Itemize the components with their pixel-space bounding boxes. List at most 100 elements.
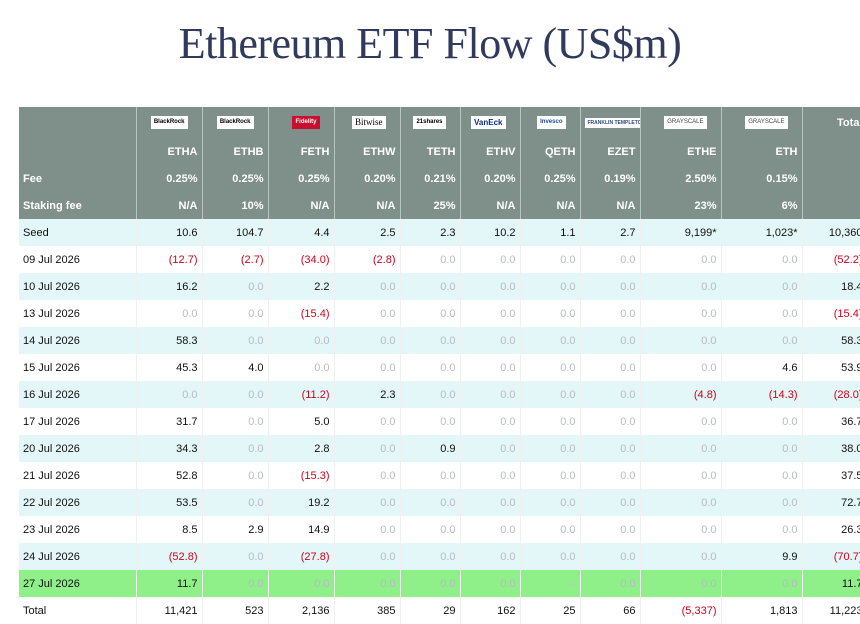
flow-cell: 0.0 (400, 516, 461, 543)
flow-cell: 0.0 (268, 354, 335, 381)
flow-cell: 0.0 (334, 543, 401, 570)
staking-fee-cell: N/A (268, 192, 335, 219)
flow-cell: 0.0 (202, 273, 269, 300)
logo-cell: Fidelity (268, 107, 335, 138)
flow-cell: 0.0 (721, 246, 803, 273)
flow-cell: 0.0 (400, 327, 461, 354)
flow-cell: 0.0 (460, 516, 521, 543)
flow-cell: 0.0 (202, 327, 269, 354)
table-row: 15 Jul 2026 45.3 4.0 0.0 0.0 0.0 0.0 0.0 0.0 0.0 4… (19, 354, 860, 381)
flow-cell: 0.0 (202, 462, 269, 489)
flow-cell: 0.0 (580, 462, 641, 489)
flow-cell: 0.0 (520, 489, 581, 516)
flow-cell: 0.0 (460, 543, 521, 570)
logo-cell: BlackRock (136, 107, 203, 138)
fee-cell: 0.21% (400, 165, 461, 192)
table-row: Seed 10.6 104.7 4.4 2.5 2.3 10.2 1.1 2.7 9,199* 1,… (19, 219, 860, 246)
flow-cell: (2.7) (202, 246, 269, 273)
table-row: 24 Jul 2026 (52.8) 0.0 (27.8) 0.0 0.0 0.0 0.0 0.… (19, 543, 860, 570)
issuer-logo: FRANKLIN TEMPLETON (584, 117, 639, 128)
flow-cell: 2.2 (268, 273, 335, 300)
flow-cell: 0.0 (721, 516, 803, 543)
flow-cell: 0.0 (460, 381, 521, 408)
flow-cell: 0.0 (721, 462, 803, 489)
flow-cell: 2.9 (202, 516, 269, 543)
flow-cell: 0.0 (400, 381, 461, 408)
flow-cell: 0.0 (640, 516, 722, 543)
flow-cell: 0.0 (460, 489, 521, 516)
flow-cell: 523 (202, 597, 269, 624)
fee-cell: 0.25% (268, 165, 335, 192)
ticker-header: TETH (400, 138, 461, 165)
date-cell: 27 Jul 2026 (19, 570, 137, 597)
flow-cell: 1,813 (721, 597, 803, 624)
flow-cell: 0.0 (334, 489, 401, 516)
flow-cell: 0.0 (400, 543, 461, 570)
logo-row: BlackRock BlackRock Fidelity Bitwise 21share… (19, 107, 860, 138)
flow-cell: 0.0 (520, 327, 581, 354)
row-total-cell: 36.7 (802, 408, 860, 435)
date-cell: 15 Jul 2026 (19, 354, 137, 381)
flow-cell: 0.0 (400, 408, 461, 435)
flow-cell: 0.0 (334, 435, 401, 462)
row-total-cell: 10,360 (802, 219, 860, 246)
flow-cell: 9.9 (721, 543, 803, 570)
flow-cell: 0.0 (334, 273, 401, 300)
flow-cell: 2.3 (400, 219, 461, 246)
issuer-logo: BlackRock (216, 116, 254, 129)
staking-total-cell (802, 192, 860, 219)
row-total-cell: (52.2) (802, 246, 860, 273)
date-cell: 14 Jul 2026 (19, 327, 137, 354)
flow-cell: 0.0 (721, 489, 803, 516)
logo-cell: Bitwise (334, 107, 401, 138)
issuer-logo: BlackRock (150, 116, 188, 129)
issuer-logo: Bitwise (351, 116, 386, 129)
flow-cell: 0.0 (640, 408, 722, 435)
flow-cell: 16.2 (136, 273, 203, 300)
flow-cell: (5,337) (640, 597, 722, 624)
flow-cell: 0.0 (268, 570, 335, 597)
flow-cell: 0.0 (640, 273, 722, 300)
flow-cell: 34.3 (136, 435, 203, 462)
flow-cell: 0.0 (520, 381, 581, 408)
flow-cell: 0.0 (520, 462, 581, 489)
date-cell: 09 Jul 2026 (19, 246, 137, 273)
flow-cell: 0.0 (640, 300, 722, 327)
flow-cell: 14.9 (268, 516, 335, 543)
flow-cell: 2,136 (268, 597, 335, 624)
flow-cell: 45.3 (136, 354, 203, 381)
row-total-cell: 72.7 (802, 489, 860, 516)
fee-cell: 0.25% (136, 165, 203, 192)
flow-cell: (34.0) (268, 246, 335, 273)
staking-fee-label: Staking fee (19, 192, 137, 219)
table-row: 17 Jul 2026 31.7 0.0 5.0 0.0 0.0 0.0 0.0 0.0 0.0 0… (19, 408, 860, 435)
flow-cell: 0.0 (136, 381, 203, 408)
flow-cell: 2.8 (268, 435, 335, 462)
flow-cell: 2.5 (334, 219, 401, 246)
ticker-header: ETHB (202, 138, 269, 165)
flow-cell: 29 (400, 597, 461, 624)
staking-fee-cell: N/A (520, 192, 581, 219)
row-total-cell: 11,223 (802, 597, 860, 624)
staking-fee-row: Staking fee N/A 10% N/A N/A 25% N/A N/A N/A 23% 6… (19, 192, 860, 219)
flow-cell: 0.0 (520, 300, 581, 327)
fee-total-cell (802, 165, 860, 192)
flow-cell: 10.6 (136, 219, 203, 246)
flow-cell: 4.0 (202, 354, 269, 381)
staking-fee-cell: N/A (460, 192, 521, 219)
flow-cell: 0.0 (640, 246, 722, 273)
flow-cell: 0.0 (640, 435, 722, 462)
flow-cell: 0.0 (334, 300, 401, 327)
table-row: 10 Jul 2026 16.2 0.0 2.2 0.0 0.0 0.0 0.0 0.0 0.0 0… (19, 273, 860, 300)
flow-cell: 0.0 (520, 273, 581, 300)
total-row: Total 11,421 523 2,136 385 29 162 25 66 (5,337) 1,… (19, 597, 860, 624)
date-cell: 21 Jul 2026 (19, 462, 137, 489)
flow-cell: 0.0 (520, 516, 581, 543)
etf-flow-table: BlackRock BlackRock Fidelity Bitwise 21share… (19, 107, 860, 624)
flow-cell: 0.0 (460, 462, 521, 489)
flow-cell: 0.0 (460, 408, 521, 435)
flow-cell: 0.0 (580, 273, 641, 300)
flow-cell: 0.0 (580, 354, 641, 381)
flow-cell: (52.8) (136, 543, 203, 570)
empty-header-cell (802, 138, 860, 165)
